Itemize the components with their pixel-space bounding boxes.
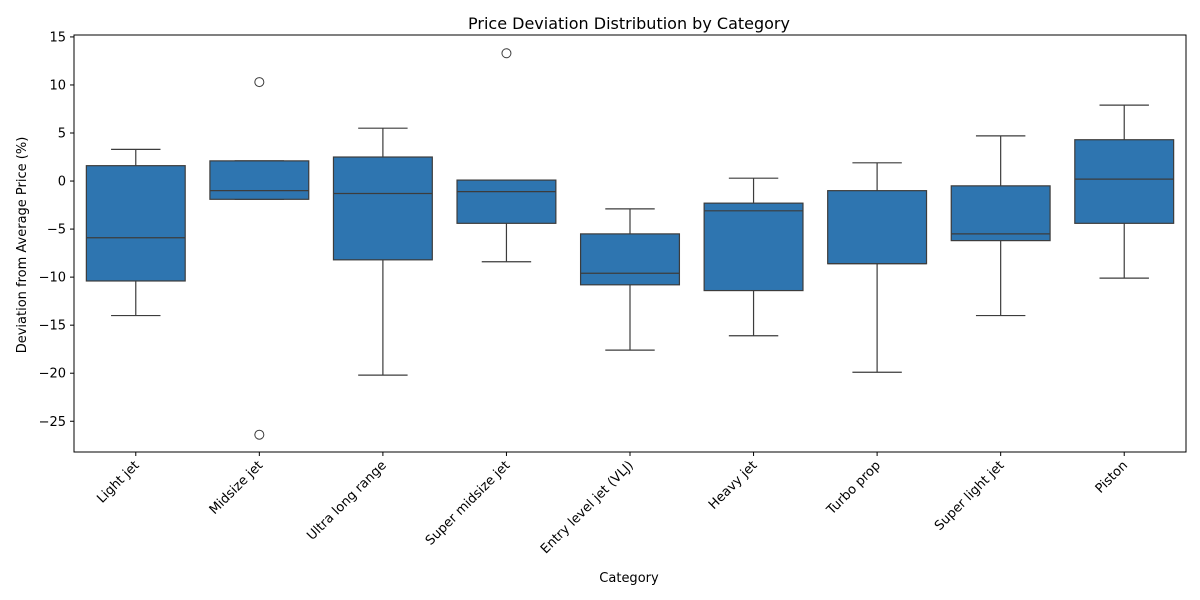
box-1	[85, 148, 186, 317]
iqr-box	[85, 165, 186, 282]
box-2	[209, 77, 310, 440]
box-5	[579, 208, 681, 351]
box-9	[1074, 104, 1175, 279]
y-axis: −25 −20 −15 −10 −5 0 5 10 15	[39, 30, 74, 430]
iqr-box	[209, 160, 310, 200]
y-axis-label: Deviation from Average Price (%)	[15, 137, 30, 354]
y-tick-label: −5	[47, 223, 66, 238]
y-tick-label: 10	[49, 78, 66, 93]
outlier-point	[254, 429, 265, 440]
chart-title: Price Deviation Distribution by Category	[468, 14, 790, 33]
iqr-box	[950, 185, 1051, 242]
iqr-box	[332, 156, 433, 261]
y-tick-label: −20	[39, 367, 66, 382]
box-3	[332, 127, 433, 376]
box-6	[703, 177, 804, 337]
outlier-point	[501, 48, 512, 59]
y-tick-label: 5	[58, 127, 66, 142]
iqr-box	[579, 233, 681, 286]
x-axis-label: Category	[599, 571, 659, 586]
iqr-box	[456, 179, 557, 224]
y-tick-label: −10	[39, 271, 66, 286]
outlier-point	[254, 77, 265, 88]
box-8	[950, 135, 1051, 317]
iqr-box	[827, 190, 928, 265]
y-tick-label: 15	[49, 30, 66, 45]
y-tick-label: 0	[58, 175, 66, 190]
y-tick-label: −15	[39, 319, 66, 334]
y-tick-label: −25	[39, 415, 66, 430]
plot-frame	[73, 34, 1187, 453]
iqr-box	[1074, 139, 1175, 224]
box-4	[456, 48, 557, 263]
box-7	[827, 162, 928, 373]
chart-marks	[85, 48, 1175, 440]
iqr-box	[703, 202, 804, 292]
